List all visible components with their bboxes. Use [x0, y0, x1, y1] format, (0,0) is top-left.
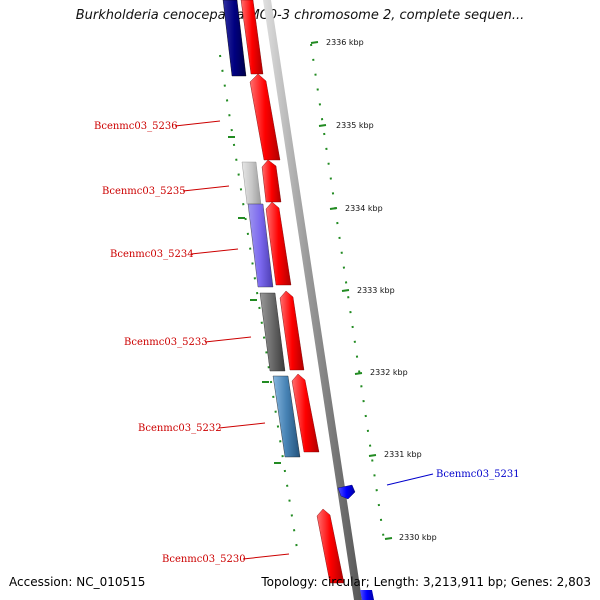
inner-ruler-major-ticks	[228, 136, 281, 464]
ruler-tick-mark	[329, 207, 338, 210]
gene-label-bcenmc03-5235[interactable]: Bcenmc03_5235	[102, 186, 186, 197]
ruler-tick-label: 2332 kbp	[370, 368, 408, 377]
gene-labels: Bcenmc03_5236 Bcenmc03_5235 Bcenmc03_523…	[94, 121, 520, 565]
forward-gene-track	[240, 0, 345, 584]
category-box-darkgray	[259, 292, 286, 372]
forward-gene-arrow	[279, 290, 305, 371]
gene-label-bcenmc03-5231[interactable]: Bcenmc03_5231	[436, 469, 520, 480]
category-track	[222, 0, 301, 458]
category-box-purple	[247, 203, 274, 288]
forward-gene-arrow	[291, 373, 320, 453]
category-box-navy	[222, 0, 247, 77]
ruler-tick-mark	[310, 41, 319, 44]
ruler-tick-label: 2334 kbp	[345, 204, 383, 213]
ruler-tick-mark	[384, 537, 393, 540]
forward-gene-arrow	[240, 0, 264, 75]
ruler-tick-label: 2331 kbp	[384, 450, 422, 459]
topology-summary: Topology: circular; Length: 3,213,911 bp…	[261, 575, 591, 589]
category-box-steelblue	[272, 375, 301, 458]
forward-gene-arrow	[265, 201, 292, 286]
forward-gene-arrow	[249, 73, 281, 161]
gene-label-bcenmc03-5236[interactable]: Bcenmc03_5236	[94, 121, 178, 132]
gene-label-bcenmc03-5233[interactable]: Bcenmc03_5233	[124, 337, 208, 348]
ruler-tick-mark	[368, 454, 377, 457]
map-title: Burkholderia cenocepacia MC0-3 chromosom…	[75, 8, 525, 23]
accession-text: Accession: NC_010515	[9, 575, 146, 589]
ruler-tick-mark	[318, 124, 327, 127]
ruler-tick-label: 2333 kbp	[357, 286, 395, 295]
gene-label-bcenmc03-5230[interactable]: Bcenmc03_5230	[162, 554, 246, 565]
ruler-tick-labels: 2336 kbp 2335 kbp 2334 kbp 2333 kbp 2332…	[326, 38, 437, 542]
ruler-tick-label: 2336 kbp	[326, 38, 364, 47]
ruler-tick-mark	[354, 372, 363, 375]
ruler-tick-label: 2330 kbp	[399, 533, 437, 542]
forward-gene-arrow	[316, 508, 345, 584]
ruler-major-ticks	[310, 41, 393, 540]
reverse-gene-arrow	[337, 484, 356, 500]
ruler-tick-mark	[341, 289, 350, 292]
gene-label-bcenmc03-5234[interactable]: Bcenmc03_5234	[110, 249, 194, 260]
inner-ruler-track	[219, 54, 299, 556]
forward-gene-arrow	[261, 159, 282, 203]
category-box-lightgray	[241, 161, 262, 205]
label-leader-lines	[174, 120, 434, 560]
gene-label-bcenmc03-5232[interactable]: Bcenmc03_5232	[138, 423, 222, 434]
chromosome-backbone	[263, 0, 362, 600]
reverse-gene-arrow	[360, 590, 374, 600]
reverse-gene-track	[337, 484, 374, 600]
ruler-tick-label: 2335 kbp	[336, 121, 374, 130]
